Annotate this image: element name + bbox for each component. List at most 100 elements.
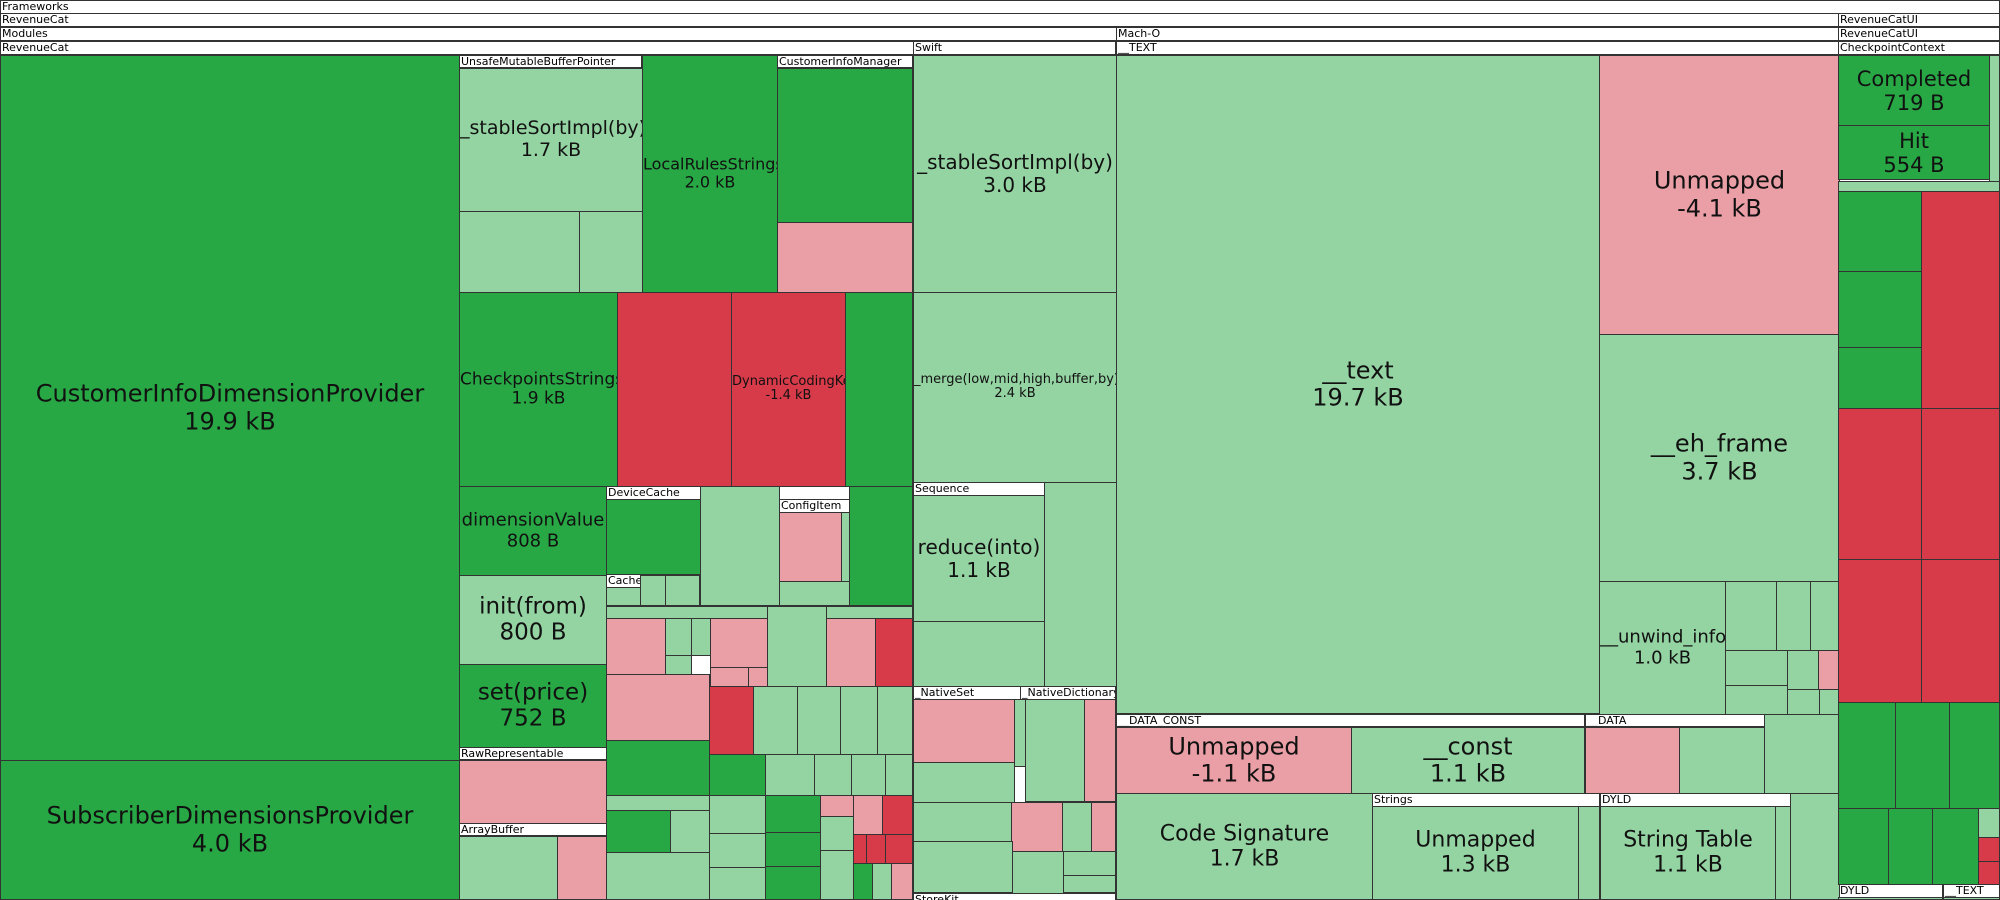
tile-42[interactable] — [709, 795, 766, 834]
group-header-nativeset[interactable]: _NativeSet — [913, 686, 1021, 700]
tile-eh-frame[interactable]: __eh_frame 3.7 kB — [1599, 334, 1840, 582]
tile-3[interactable] — [777, 68, 913, 223]
tile-96[interactable] — [1838, 271, 1922, 348]
tile-93[interactable] — [1989, 55, 2000, 182]
tile-83[interactable] — [1818, 650, 1840, 690]
tile-110[interactable] — [1978, 837, 2000, 862]
tile-const[interactable]: __const 1.1 kB — [1351, 727, 1585, 794]
group-header-configitem[interactable]: ConfigItem — [779, 499, 850, 513]
tile-77[interactable] — [1063, 875, 1116, 893]
tile-25[interactable] — [826, 618, 876, 687]
group-header-frameworks[interactable]: Frameworks — [0, 0, 2000, 14]
group-header-rawrepresentable[interactable]: RawRepresentable — [459, 747, 607, 760]
tile-23[interactable] — [748, 667, 768, 687]
group-header-checkpointcontext[interactable]: CheckpointContext — [1838, 41, 2000, 55]
tile-91[interactable] — [1775, 806, 1791, 900]
tile-111[interactable] — [1978, 861, 2000, 885]
group-header-dyld[interactable]: DYLD — [1838, 884, 1943, 898]
tile-20[interactable] — [691, 618, 711, 656]
tile-merge-low-mid-high-buffer-by[interactable]: _merge(low,mid,high,buffer,by) 2.4 kB — [913, 292, 1117, 483]
group-header-revenuecatui[interactable]: RevenueCatUI — [1838, 13, 2000, 27]
tile-53[interactable] — [866, 834, 886, 864]
tile-5[interactable] — [617, 292, 732, 487]
group-header-revenuecat[interactable]: RevenueCat — [0, 41, 914, 55]
tile-12[interactable] — [779, 581, 850, 606]
group-header-data-const[interactable]: __DATA_CONST — [1116, 714, 1585, 727]
tile-40[interactable] — [606, 810, 671, 853]
tile-48[interactable] — [820, 795, 854, 817]
tile-86[interactable] — [1819, 689, 1840, 715]
tile-73[interactable] — [1091, 802, 1116, 852]
group-header-revenuecatui[interactable]: RevenueCatUI — [1838, 27, 2000, 41]
tile-subscriberdimensionsprovider[interactable]: SubscriberDimensionsProvider 4.0 kB — [0, 760, 460, 900]
tile-51[interactable] — [820, 816, 854, 851]
tile-64[interactable] — [913, 621, 1045, 687]
tile-29[interactable] — [753, 686, 798, 755]
tile-87[interactable] — [1585, 727, 1680, 794]
tile-27[interactable] — [606, 674, 710, 741]
tile-81[interactable] — [1725, 650, 1788, 686]
tile-init-from[interactable]: init(from) 800 B — [459, 575, 607, 665]
tile-1[interactable] — [459, 211, 580, 293]
tile-checkpointsstrings[interactable]: CheckpointsStrings 1.9 kB — [459, 292, 618, 487]
tile-98[interactable] — [1921, 191, 2000, 409]
tile-66[interactable] — [913, 762, 1015, 803]
tile-46[interactable] — [765, 832, 821, 867]
tile-localrulesstrings[interactable]: LocalRulesStrings 2.0 kB — [642, 55, 778, 293]
tile-string-table[interactable]: String Table 1.1 kB — [1600, 806, 1776, 900]
tile-55[interactable] — [820, 850, 854, 900]
tile-38[interactable] — [885, 754, 913, 796]
tile-88[interactable] — [1679, 727, 1765, 794]
group-header-dyld[interactable]: DYLD — [1600, 793, 1791, 807]
tile-dimensionvalue[interactable]: dimensionValue 808 B — [459, 486, 607, 576]
tile-22[interactable] — [710, 667, 749, 687]
tile-60[interactable] — [459, 760, 607, 824]
tile-11[interactable] — [849, 486, 913, 606]
group-header-data[interactable]: __DATA — [1585, 714, 1765, 727]
tile-stablesortimpl-by[interactable]: _stableSortImpl(by) 3.0 kB — [913, 55, 1117, 293]
group-header-strings[interactable]: Strings — [1372, 793, 1600, 807]
tile-105[interactable] — [1949, 702, 2000, 809]
tile-100[interactable] — [1921, 408, 2000, 560]
tile-35[interactable] — [765, 754, 815, 796]
tile-34[interactable] — [709, 754, 766, 796]
tile-7[interactable] — [606, 499, 701, 575]
tile-reduce-into[interactable]: reduce(into) 1.1 kB — [913, 495, 1045, 622]
tile-24[interactable] — [767, 606, 827, 687]
group-header-modules[interactable]: Modules — [0, 27, 1118, 41]
tile-customerinfodimensionprovider[interactable]: CustomerInfoDimensionProvider 19.9 kB — [0, 55, 460, 761]
group-header-sequence[interactable]: Sequence — [913, 482, 1045, 496]
group-header-unsafemutablebufferpointer[interactable]: UnsafeMutableBufferPointer — [459, 55, 642, 68]
tile-2[interactable] — [579, 211, 643, 293]
group-header-text[interactable]: __TEXT — [1943, 884, 2000, 898]
tile-95[interactable] — [1838, 191, 1922, 272]
tile-70[interactable] — [1084, 699, 1116, 802]
tile-108[interactable] — [1932, 808, 1979, 885]
tile-82[interactable] — [1787, 650, 1819, 690]
tile-62[interactable] — [557, 836, 607, 900]
tile-72[interactable] — [1062, 802, 1092, 852]
group-header-mach-o[interactable]: Mach-O — [1116, 27, 1840, 41]
group-header-customerinfomanager[interactable]: CustomerInfoManager — [777, 55, 913, 68]
tile-14[interactable] — [640, 575, 666, 606]
tile-dynamiccodingkey[interactable]: DynamicCodingKey -1.4 kB — [731, 292, 846, 487]
tile-71[interactable] — [1011, 802, 1063, 852]
tile-19[interactable] — [665, 655, 692, 675]
tile-26[interactable] — [875, 618, 913, 687]
group-header-arraybuffer[interactable]: ArrayBuffer — [459, 823, 607, 836]
tile-65[interactable] — [913, 699, 1015, 763]
tile-completed[interactable]: Completed 719 B — [1838, 55, 1990, 126]
tile-41[interactable] — [670, 810, 710, 853]
tile-54[interactable] — [885, 834, 913, 864]
tile-unmapped[interactable]: Unmapped -1.1 kB — [1116, 727, 1352, 794]
tile-47[interactable] — [765, 866, 821, 900]
group-header-swift[interactable]: Swift — [913, 41, 1116, 55]
tile-78[interactable] — [1725, 581, 1777, 651]
tile-32[interactable] — [877, 686, 913, 755]
tile-code-signature[interactable]: Code Signature 1.7 kB — [1116, 793, 1373, 900]
tile-84[interactable] — [1725, 685, 1788, 715]
tile-104[interactable] — [1895, 702, 1950, 809]
tile-69[interactable] — [1025, 699, 1085, 802]
tile-90[interactable] — [1578, 806, 1600, 900]
tile-28[interactable] — [709, 686, 754, 755]
